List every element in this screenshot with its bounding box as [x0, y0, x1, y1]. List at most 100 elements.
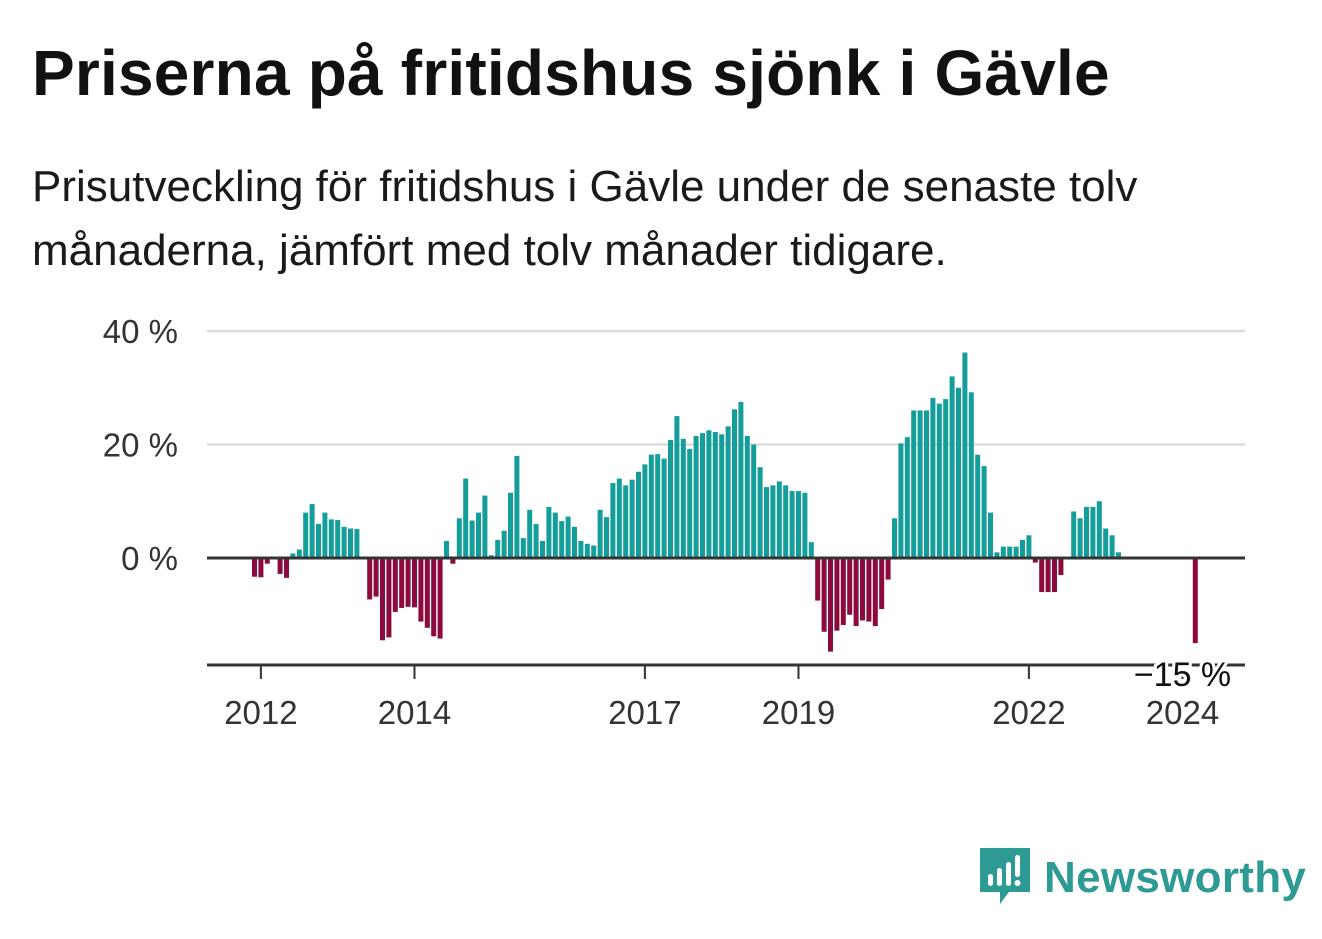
bar: [700, 433, 705, 558]
bar: [770, 485, 776, 558]
bar: [898, 443, 904, 558]
bar: [450, 558, 456, 564]
bar: [1032, 558, 1038, 563]
bar: [930, 397, 936, 558]
bar: [1192, 558, 1198, 644]
chart-title: Priserna på fritidshus sjönk i Gävle: [32, 37, 1110, 109]
bar: [552, 512, 558, 558]
bar: [687, 449, 693, 558]
bar: [744, 435, 750, 558]
bar: [975, 454, 981, 558]
bar: [559, 521, 565, 558]
bar: [885, 558, 891, 580]
x-axis-labels: 2012 2014 2017 2019 2022 2024: [224, 665, 1219, 731]
bar: [444, 540, 449, 558]
bar: [380, 558, 385, 641]
bar: [392, 558, 398, 612]
bar: [508, 492, 513, 558]
bar: [655, 454, 661, 558]
x-tick-label: 2019: [762, 694, 835, 731]
bar: [629, 479, 635, 558]
bar: [412, 558, 417, 608]
bar: [904, 437, 910, 558]
bar: [1039, 558, 1045, 593]
bar: [828, 558, 833, 652]
bar: [943, 399, 949, 558]
bar: [501, 530, 507, 558]
bar: [476, 512, 481, 558]
bar: [1103, 528, 1109, 558]
bar: [418, 558, 424, 622]
bar: [776, 481, 782, 558]
x-tick-label: 2014: [378, 694, 451, 731]
bar: [610, 483, 616, 558]
bar: [1116, 552, 1121, 558]
bar: [808, 542, 814, 558]
x-tick-label: 2012: [224, 694, 297, 731]
bar: [783, 485, 789, 558]
bar: [764, 487, 769, 558]
bar: [636, 471, 641, 558]
bar: [732, 409, 737, 558]
bar: [520, 538, 526, 558]
bar: [924, 410, 929, 558]
bar: [604, 517, 609, 558]
bar: [1090, 506, 1096, 558]
bar: [258, 558, 264, 578]
x-tick-label: 2017: [608, 694, 681, 731]
bar: [303, 512, 309, 558]
bar: [1058, 558, 1064, 576]
bar: [341, 526, 347, 558]
bar-chart: 0 % 20 % 40 % 2012 2014 2017 2019 2022 2024 −15…: [103, 313, 1245, 731]
bar: [463, 478, 469, 558]
bar: [757, 467, 763, 558]
bar: [789, 491, 795, 558]
bar: [968, 392, 974, 558]
bar: [866, 558, 872, 622]
x-tick-label: 2022: [992, 694, 1065, 731]
bar: [546, 506, 552, 558]
bar: [386, 558, 392, 638]
bar: [1007, 546, 1013, 558]
bar: [316, 523, 321, 558]
bar: [956, 387, 961, 558]
bar: [840, 558, 846, 625]
bar: [917, 410, 923, 558]
bar: [424, 558, 430, 628]
bar: [872, 558, 878, 627]
bar: [290, 553, 296, 558]
bar: [853, 558, 859, 627]
bar: [1026, 535, 1032, 558]
bar: [1109, 535, 1115, 558]
bar: [936, 403, 942, 558]
bar: [642, 464, 648, 558]
bar: [1013, 546, 1019, 558]
bar-chart-speech-bubble-icon: [980, 848, 1030, 904]
bar: [751, 444, 757, 558]
bar: [981, 466, 987, 558]
bar: [661, 458, 667, 558]
y-axis-labels: 0 % 20 % 40 %: [103, 313, 178, 577]
bar: [693, 435, 699, 558]
bar: [1071, 511, 1077, 558]
bar: [911, 410, 917, 558]
bar: [495, 539, 501, 558]
bar: [994, 552, 1000, 558]
bar: [527, 509, 533, 558]
bar: [725, 426, 731, 558]
bar: [712, 432, 718, 558]
bar: [1052, 558, 1057, 593]
bar: [354, 529, 360, 558]
bar: [565, 516, 571, 558]
bar: [706, 430, 712, 558]
bar: [264, 558, 270, 564]
bar: [648, 454, 654, 558]
newsworthy-logo: Newsworthy: [980, 848, 1306, 908]
bar: [1000, 546, 1006, 558]
bar: [437, 558, 443, 639]
bar: [469, 520, 475, 558]
bar: [597, 509, 603, 558]
bar: [616, 478, 622, 558]
bar: [860, 558, 865, 621]
bar: [367, 558, 373, 600]
